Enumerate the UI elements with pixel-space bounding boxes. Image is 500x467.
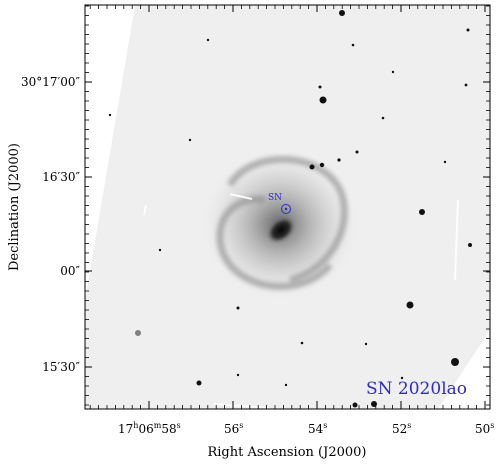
y-tick-label-2: 00″ [60,264,80,278]
sn-marker: SN [268,193,291,214]
y-tick-label-1: 16′30″ [42,170,80,184]
x-tick-label-1: 56s [224,421,243,436]
y-tick-label-0: 30°17′00″ [21,75,81,89]
y-tick-labels: 30°17′00″ 16′30″ 00″ 15′30″ [21,75,81,374]
y-tick-label-3: 15′30″ [42,360,80,374]
plot-frame [84,4,491,410]
x-tick-labels: 17h06m58s 56s 54s 52s 50s [118,421,494,436]
x-tick-label-3: 52s [392,421,411,436]
minor-ticks [85,5,490,409]
x-tick-label-4: 50s [475,421,494,436]
field-stars [108,10,472,408]
x-axis-title: Right Ascension (J2000) [207,445,366,460]
object-label: SN 2020lao [366,379,467,399]
sn-marker-label: SN [268,193,282,203]
x-tick-label-2: 54s [308,421,327,436]
y-axis-title: Declination (J2000) [7,143,22,271]
x-tick-label-0: 17h06m58s [118,421,181,436]
image-panel [85,5,490,409]
galaxy [198,147,362,303]
